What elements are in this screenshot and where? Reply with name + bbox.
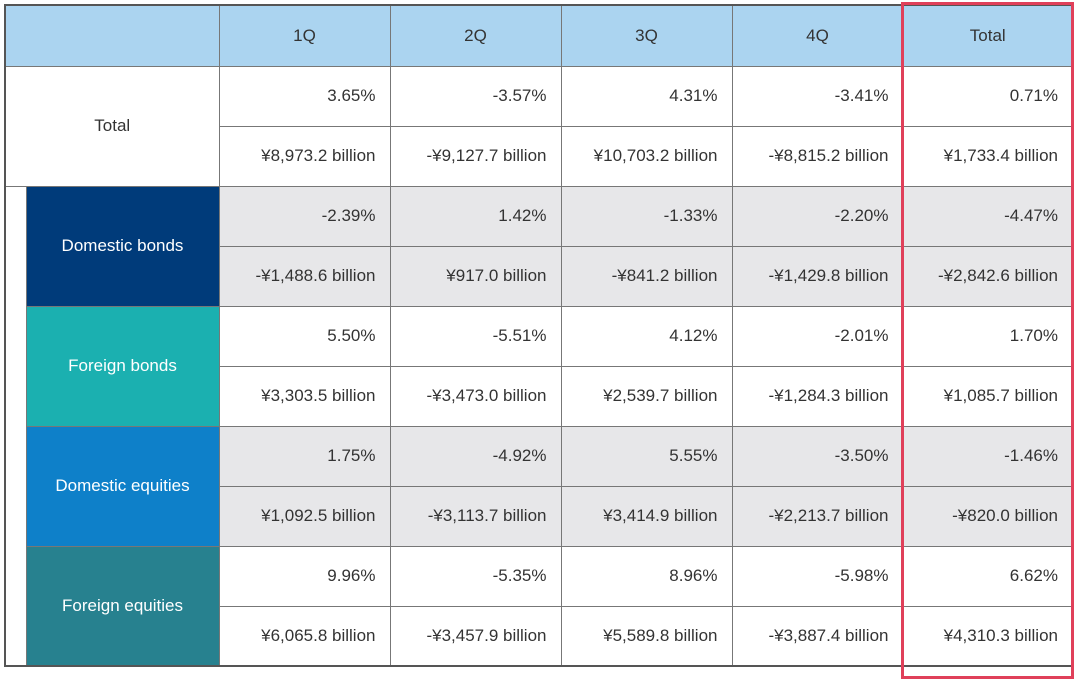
return-rate-cell: 0.71%: [902, 65, 1074, 127]
table-row: ¥1,092.5 billion -¥3,113.7 billion ¥3,414.…: [5, 485, 1074, 547]
return-rate-cell: 4.31%: [560, 65, 733, 127]
table-row: Foreign bonds 5.50% -5.51% 4.12% -2.01% 1.70%: [4, 305, 1074, 427]
column-header-2q: 2Q: [389, 4, 562, 67]
return-amount-cell: -¥3,113.7 billion: [389, 485, 562, 547]
return-amount-cell: ¥1,733.4 billion: [902, 125, 1074, 187]
row-label-total: Total: [4, 65, 220, 187]
return-rate-cell: -3.57%: [389, 65, 562, 127]
return-amount-cell: -¥9,127.7 billion: [389, 125, 562, 187]
return-amount-cell: -¥1,284.3 billion: [731, 365, 904, 427]
table-row: ¥6,065.8 billion -¥3,457.9 billion ¥5,589.…: [5, 605, 1074, 667]
return-rate-cell: -5.98%: [731, 545, 904, 607]
return-amount-cell: -¥8,815.2 billion: [731, 125, 904, 187]
column-header-total: Total: [902, 4, 1074, 67]
table-row: ¥3,303.5 billion -¥3,473.0 billion ¥2,539.…: [5, 365, 1074, 427]
table-row: Foreign equities 9.96% -5.35% 8.96% -5.98% 6.…: [4, 545, 1074, 667]
return-amount-cell: ¥4,310.3 billion: [902, 605, 1074, 667]
return-amount-cell: -¥3,473.0 billion: [389, 365, 562, 427]
return-rate-cell: 1.70%: [902, 305, 1074, 367]
row-label-domestic-equities: Domestic equities: [25, 425, 220, 547]
return-rate-cell: 5.50%: [218, 305, 391, 367]
return-rate-cell: 3.65%: [218, 65, 391, 127]
return-rate-cell: -2.20%: [731, 185, 904, 247]
table-row: -¥1,488.6 billion ¥917.0 billion -¥841.2 b…: [5, 245, 1074, 307]
row-label-domestic-bonds: Domestic bonds: [25, 185, 220, 307]
header-row: 1Q 2Q 3Q 4Q Total: [4, 4, 1074, 67]
return-rate-cell: 4.12%: [560, 305, 733, 367]
return-rate-cell: -5.51%: [389, 305, 562, 367]
indent-spacer: [4, 186, 26, 306]
return-amount-cell: ¥3,303.5 billion: [218, 365, 391, 427]
return-amount-cell: -¥1,488.6 billion: [218, 245, 391, 307]
return-amount-cell: ¥6,065.8 billion: [218, 605, 391, 667]
return-rate-cell: 6.62%: [902, 545, 1074, 607]
indent-spacer: [4, 306, 26, 426]
column-header-4q: 4Q: [731, 4, 904, 67]
row-label-foreign-equities: Foreign equities: [25, 545, 220, 667]
return-amount-cell: ¥2,539.7 billion: [560, 365, 733, 427]
indent-spacer: [4, 546, 26, 666]
return-amount-cell: -¥841.2 billion: [560, 245, 733, 307]
return-amount-cell: -¥2,842.6 billion: [902, 245, 1074, 307]
return-amount-cell: ¥1,085.7 billion: [902, 365, 1074, 427]
return-amount-cell: -¥820.0 billion: [902, 485, 1074, 547]
return-rate-cell: -3.41%: [731, 65, 904, 127]
return-amount-cell: ¥10,703.2 billion: [560, 125, 733, 187]
return-rate-cell: 1.75%: [218, 425, 391, 487]
row-label-foreign-bonds: Foreign bonds: [25, 305, 220, 427]
return-rate-cell: 5.55%: [560, 425, 733, 487]
return-rate-cell: -4.92%: [389, 425, 562, 487]
return-amount-cell: ¥917.0 billion: [389, 245, 562, 307]
return-amount-cell: -¥1,429.8 billion: [731, 245, 904, 307]
return-amount-cell: -¥3,457.9 billion: [389, 605, 562, 667]
table-row: ¥8,973.2 billion -¥9,127.7 billion ¥10,703…: [5, 125, 1074, 187]
table-row: Domestic bonds -2.39% 1.42% -1.33% -2.20% -4.…: [4, 185, 1074, 307]
return-amount-cell: -¥2,213.7 billion: [731, 485, 904, 547]
return-rate-cell: -5.35%: [389, 545, 562, 607]
table-row: Total 3.65% -3.57% 4.31% -3.41% 0.71%: [4, 65, 1074, 187]
return-rate-cell: 8.96%: [560, 545, 733, 607]
header-corner: [4, 4, 220, 67]
column-header-1q: 1Q: [218, 4, 391, 67]
return-rate-cell: 9.96%: [218, 545, 391, 607]
return-rate-cell: -3.50%: [731, 425, 904, 487]
return-amount-cell: ¥5,589.8 billion: [560, 605, 733, 667]
table-row: Domestic equities 1.75% -4.92% 5.55% -3.50% -…: [4, 425, 1074, 547]
return-rate-cell: -2.39%: [218, 185, 391, 247]
return-amount-cell: ¥1,092.5 billion: [218, 485, 391, 547]
indent-spacer: [4, 426, 26, 546]
return-amount-cell: -¥3,887.4 billion: [731, 605, 904, 667]
return-amount-cell: ¥8,973.2 billion: [218, 125, 391, 187]
return-rate-cell: -4.47%: [902, 185, 1074, 247]
return-rate-cell: -1.33%: [560, 185, 733, 247]
return-amount-cell: ¥3,414.9 billion: [560, 485, 733, 547]
column-header-3q: 3Q: [560, 4, 733, 67]
return-rate-cell: -2.01%: [731, 305, 904, 367]
return-rate-cell: 1.42%: [389, 185, 562, 247]
returns-table: 1Q 2Q 3Q 4Q Total Total 3.65% -3.57% 4.31% -3.41…: [4, 4, 1074, 667]
return-rate-cell: -1.46%: [902, 425, 1074, 487]
